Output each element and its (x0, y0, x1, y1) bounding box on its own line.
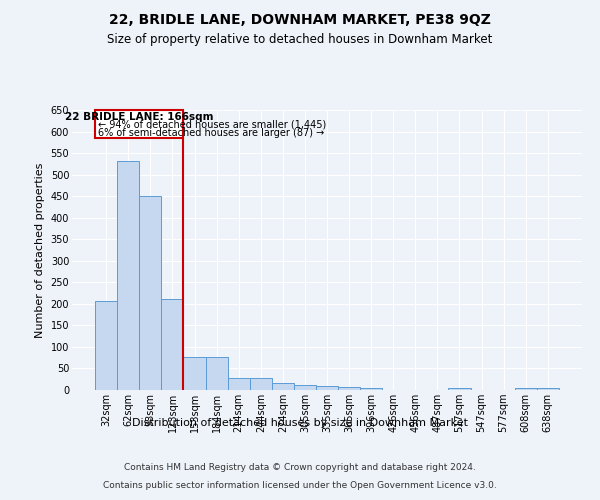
Bar (537, 388, 559, 390)
Bar (360, 388, 382, 390)
Bar (338, 386, 360, 390)
FancyBboxPatch shape (95, 110, 184, 138)
Bar (294, 385, 316, 390)
Bar (139, 196, 161, 390)
Bar (206, 358, 227, 390)
Text: 22 BRIDLE LANE: 166sqm: 22 BRIDLE LANE: 166sqm (65, 112, 214, 122)
Bar (515, 388, 537, 390)
Text: Contains HM Land Registry data © Crown copyright and database right 2024.: Contains HM Land Registry data © Crown c… (124, 463, 476, 472)
Bar (95, 301, 117, 390)
Text: 6% of semi-detached houses are larger (87) →: 6% of semi-detached houses are larger (8… (98, 128, 325, 138)
Text: ← 94% of detached houses are smaller (1,445): ← 94% of detached houses are smaller (1,… (98, 119, 327, 129)
Bar (227, 378, 250, 390)
Text: 22, BRIDLE LANE, DOWNHAM MARKET, PE38 9QZ: 22, BRIDLE LANE, DOWNHAM MARKET, PE38 9Q… (109, 12, 491, 26)
Text: Contains public sector information licensed under the Open Government Licence v3: Contains public sector information licen… (103, 480, 497, 490)
Text: Distribution of detached houses by size in Downham Market: Distribution of detached houses by size … (132, 418, 468, 428)
Text: Size of property relative to detached houses in Downham Market: Size of property relative to detached ho… (107, 32, 493, 46)
Bar (184, 358, 206, 390)
Bar (117, 161, 139, 390)
Bar (250, 378, 272, 390)
Bar (272, 383, 294, 390)
Bar (161, 299, 184, 390)
Bar (448, 388, 470, 390)
Y-axis label: Number of detached properties: Number of detached properties (35, 162, 45, 338)
Bar (316, 386, 338, 390)
